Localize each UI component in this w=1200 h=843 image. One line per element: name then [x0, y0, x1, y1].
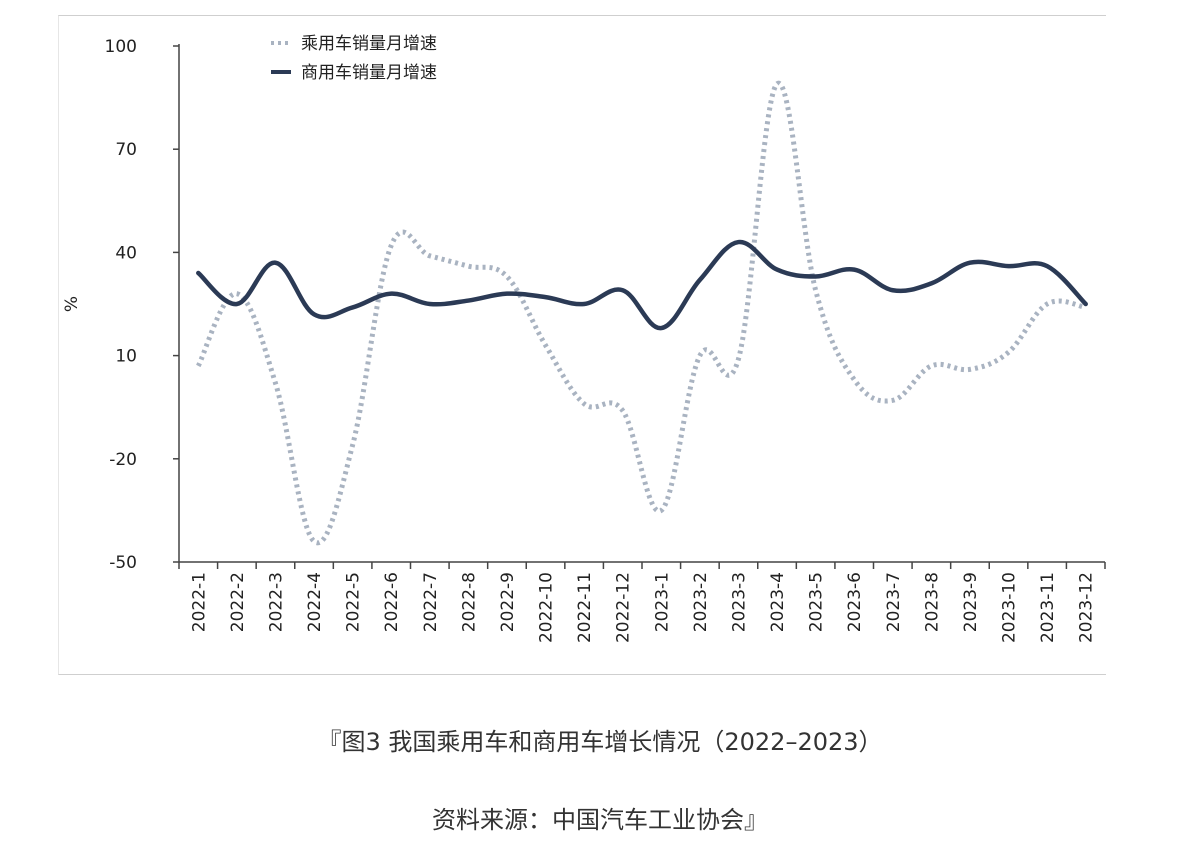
x-tick-label: 2022-2: [228, 572, 248, 632]
x-tick-label: 2022-5: [344, 572, 364, 632]
y-tick-label: 70: [115, 140, 137, 160]
x-tick-label: 2022-8: [459, 572, 479, 632]
x-tick-label: 2022-1: [189, 572, 209, 632]
x-tick-label: 2023-1: [652, 572, 672, 632]
figure-caption: 『图3 我国乘用车和商用车增长情况（2022–2023）: [317, 728, 883, 756]
x-tick-label: 2023-3: [729, 572, 749, 632]
x-tick-label: 2023-2: [691, 572, 711, 632]
x-tick-label: 2023-7: [884, 572, 904, 632]
x-tick-label: 2023-10: [1000, 572, 1020, 643]
x-tick-label: 2023-8: [922, 572, 942, 632]
x-tick-label: 2022-4: [305, 572, 325, 632]
x-tick-label: 2022-3: [266, 572, 286, 632]
x-tick-label: 2022-12: [614, 572, 634, 643]
y-tick-label: -20: [109, 450, 137, 470]
y-tick-label: 10: [115, 347, 137, 367]
y-tick-label: 100: [105, 37, 137, 57]
legend-label-commercial: 商用车销量月增速: [301, 63, 437, 83]
x-tick-label: 2022-6: [382, 572, 402, 632]
x-tick-label: 2022-7: [421, 572, 441, 632]
series-layer: [196, 81, 1088, 546]
legend-label-passenger: 乘用车销量月增速: [301, 34, 437, 54]
y-tick-label: -50: [109, 553, 137, 573]
x-tick-label: 2023-9: [961, 572, 981, 632]
line-chart: 100 70 40 10 -20 -50% 2022-1 2022-2 2022-3 2022-4…: [62, 34, 1106, 643]
y-axis-label: %: [62, 296, 82, 312]
chart-axes: 100 70 40 10 -20 -50% 2022-1 2022-2 2022-3 2022-4…: [62, 37, 1106, 643]
x-tick-label: 2022-10: [537, 572, 557, 643]
x-tick-label: 2022-9: [498, 572, 518, 632]
x-tick-label: 2023-4: [768, 572, 788, 632]
chart-frame: 100 70 40 10 -20 -50% 2022-1 2022-2 2022-3 2022-4…: [58, 15, 1106, 675]
y-tick-label: 40: [115, 243, 137, 263]
series-line-commercial: [196, 239, 1088, 331]
x-tick-label: 2023-6: [845, 572, 865, 632]
source-note: 资料来源：中国汽车工业协会』: [432, 806, 768, 834]
x-tick-label: 2023-5: [807, 572, 827, 632]
x-tick-label: 2023-11: [1038, 572, 1058, 643]
x-tick-label: 2023-12: [1077, 572, 1097, 643]
x-tick-label: 2022-11: [575, 572, 595, 643]
